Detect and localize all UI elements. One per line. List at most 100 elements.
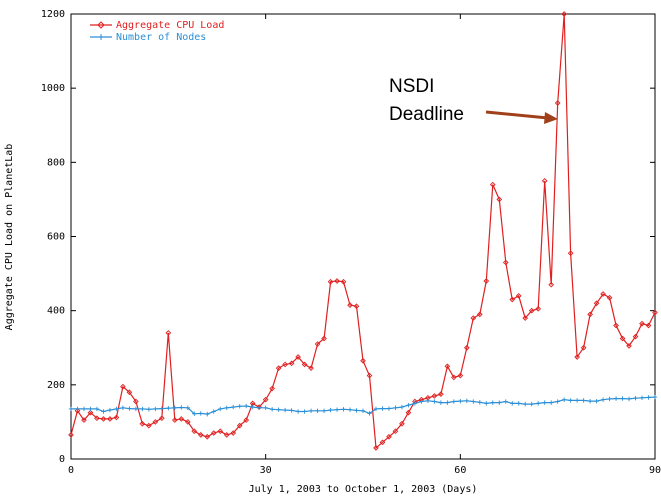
data-point [288, 360, 295, 367]
y-tick-label: 400 [47, 306, 65, 317]
data-point [438, 400, 444, 405]
data-point [645, 322, 652, 329]
data-point [490, 400, 495, 405]
nsdi-deadline-annotation: NSDI Deadline [389, 76, 558, 125]
data-point [217, 428, 224, 435]
data-point [133, 398, 139, 405]
data-point [114, 406, 119, 412]
data-point [100, 416, 107, 422]
data-point [276, 407, 281, 412]
data-point [243, 417, 250, 423]
data-point [613, 396, 619, 401]
data-point [282, 361, 288, 368]
data-point [393, 405, 398, 411]
data-point [191, 428, 198, 435]
data-point [652, 309, 658, 316]
legend: Aggregate CPU Load Number of Nodes [90, 20, 224, 43]
data-point [230, 430, 237, 436]
data-point [301, 361, 308, 368]
data-point [205, 411, 210, 417]
data-point [405, 409, 412, 416]
annotation-line-2: Deadline [389, 104, 464, 125]
data-point [496, 196, 503, 203]
data-point [75, 406, 80, 412]
data-point [373, 445, 379, 451]
data-point [289, 408, 294, 413]
data-point [133, 406, 139, 412]
data-point [328, 407, 333, 413]
x-axis-label: July 1, 2003 to October 1, 2003 (Days) [249, 484, 478, 495]
legend-label-nodes: Number of Nodes [116, 32, 206, 43]
data-point [425, 398, 431, 403]
data-point [464, 398, 470, 403]
data-point [399, 404, 405, 410]
data-point [127, 406, 132, 411]
data-point [282, 407, 288, 413]
data-point [386, 433, 392, 440]
data-point [620, 396, 625, 401]
data-point [380, 406, 385, 411]
data-point [497, 400, 502, 405]
data-point [366, 372, 373, 379]
data-point [101, 409, 106, 414]
data-point [483, 278, 490, 284]
data-point [652, 394, 658, 400]
x-tick-label: 0 [68, 465, 74, 476]
series-line [70, 13, 656, 450]
data-point [484, 401, 489, 406]
data-point [224, 405, 229, 411]
data-point [419, 399, 424, 404]
data-point [489, 181, 496, 188]
data-point [510, 401, 515, 406]
data-point [399, 420, 405, 427]
data-point [107, 416, 113, 422]
data-point [171, 417, 178, 423]
data-point [347, 302, 353, 308]
y-axis-label: Aggregate CPU Load on PlanetLab [4, 144, 15, 331]
data-point [360, 408, 366, 413]
data-point [81, 417, 87, 423]
y-axis-ticks: 0 200 400 600 800 1000 1200 [41, 9, 655, 465]
data-point [236, 422, 243, 429]
data-point [619, 335, 626, 342]
data-point [353, 303, 360, 310]
data-point [528, 307, 535, 314]
data-point [542, 400, 547, 405]
data-point [392, 428, 399, 435]
y-tick-label: 1200 [41, 9, 65, 20]
data-point [327, 278, 334, 285]
data-point [107, 407, 113, 413]
data-point [535, 305, 542, 312]
data-point [581, 398, 586, 403]
data-point [536, 401, 541, 406]
data-point [184, 419, 191, 425]
data-point [613, 322, 619, 329]
data-point [218, 406, 223, 412]
data-point [263, 405, 268, 411]
data-point [554, 100, 561, 106]
data-point [567, 250, 574, 257]
data-point [314, 341, 321, 347]
data-point [360, 357, 366, 364]
annotation-arrow-shaft [485, 110, 549, 120]
data-point [646, 395, 651, 400]
data-point [587, 398, 593, 404]
data-point [244, 403, 249, 409]
data-point [561, 397, 567, 402]
x-axis-ticks: 0 30 60 90 [68, 14, 661, 476]
data-point [600, 291, 606, 297]
data-point [334, 407, 340, 412]
data-point [315, 408, 320, 413]
data-point [548, 281, 555, 288]
data-point [146, 407, 152, 412]
data-point [231, 404, 236, 410]
data-point [166, 405, 171, 411]
data-point [334, 278, 340, 284]
data-point [438, 391, 444, 397]
data-point [256, 405, 262, 411]
data-point [476, 311, 483, 318]
data-point [88, 406, 93, 412]
data-point [509, 296, 516, 303]
data-point [471, 399, 476, 404]
